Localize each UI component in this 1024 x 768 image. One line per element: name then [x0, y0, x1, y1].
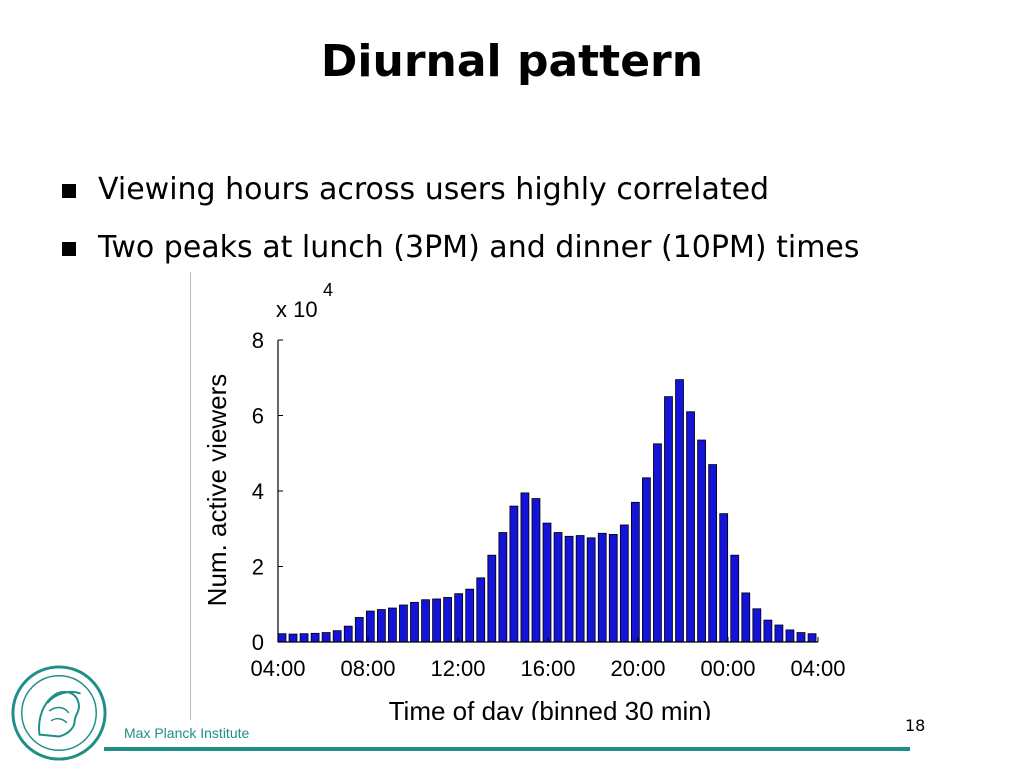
footer-institute: Max Planck Institute: [124, 725, 250, 741]
axes: 0 2 4 6 8 04:00 08:00 12:00 16:00 20:00 00:00 04:00: [250, 328, 845, 681]
image-border: [190, 272, 191, 720]
bar: [586, 537, 596, 643]
bar: [332, 630, 342, 643]
footer-rule: [104, 747, 910, 751]
bar: [575, 535, 585, 643]
bar: [388, 607, 397, 643]
bar: [730, 554, 740, 643]
x-tick-label: 20:00: [610, 656, 665, 681]
bar: [410, 601, 419, 643]
bar: [531, 498, 541, 643]
x-tick-label: 08:00: [340, 656, 395, 681]
bullet-list: Viewing hours across users highly correl…: [62, 172, 860, 288]
bar: [785, 629, 795, 643]
bar: [310, 632, 320, 643]
square-bullet-icon: [62, 242, 76, 256]
bar: [432, 598, 441, 643]
x-tick-label: 04:00: [250, 656, 305, 681]
bar: [741, 592, 751, 643]
bullet-text: Viewing hours across users highly correl…: [98, 172, 770, 207]
bar: [608, 534, 618, 643]
chart-container: 0 2 4 6 8 04:00 08:00 12:00 16:00 20:00 00:00 04:00…: [190, 272, 862, 726]
bar: [686, 411, 695, 643]
bar: [465, 588, 475, 643]
bar: [421, 599, 430, 643]
bar: [321, 632, 331, 643]
y-exponent-label: 4: [323, 280, 333, 300]
x-tick-label: 04:00: [790, 656, 845, 681]
y-tick-label: 0: [252, 630, 264, 655]
x-tick-label: 00:00: [700, 656, 755, 681]
bullet-text: Two peaks at lunch (3PM) and dinner (10P…: [98, 230, 860, 265]
bar: [487, 554, 497, 643]
bar: [774, 624, 784, 643]
bar: [697, 439, 706, 643]
bar: [509, 505, 519, 643]
x-tick-label: 16:00: [520, 656, 575, 681]
bar: [399, 604, 408, 643]
bar: [807, 633, 817, 643]
bar: [719, 513, 729, 643]
y-tick-label: 8: [252, 328, 264, 353]
y-tick-label: 4: [252, 479, 264, 504]
bar: [675, 379, 684, 643]
bar: [354, 617, 364, 643]
bar: [653, 443, 662, 643]
bar: [630, 501, 640, 643]
y-multiplier-label: x 10: [276, 297, 318, 322]
bullet-item: Viewing hours across users highly correl…: [62, 172, 860, 230]
bar: [664, 396, 673, 643]
x-axis-label: Time of day (binned 30 min): [389, 696, 712, 720]
y-tick-label: 2: [252, 555, 264, 580]
bar: [343, 625, 353, 643]
page-number: 18: [905, 716, 926, 735]
bar: [498, 532, 508, 643]
bar-group: [277, 379, 817, 643]
bar: [619, 524, 629, 643]
bullet-item: Two peaks at lunch (3PM) and dinner (10P…: [62, 230, 860, 288]
bar: [288, 633, 298, 643]
bar: [454, 593, 464, 643]
bar: [564, 535, 574, 643]
bar: [796, 632, 806, 643]
bar: [520, 492, 530, 643]
bar: [708, 464, 718, 643]
bar: [277, 633, 287, 643]
x-tick-label: 12:00: [430, 656, 485, 681]
minerva-seal-icon: [11, 665, 107, 761]
bar: [542, 522, 552, 643]
y-axis-label: Num. active viewers: [202, 374, 232, 607]
bar: [376, 609, 386, 643]
bar-chart: 0 2 4 6 8 04:00 08:00 12:00 16:00 20:00 00:00 04:00…: [202, 280, 846, 726]
bar: [752, 608, 762, 643]
bar: [553, 532, 563, 643]
bar: [642, 477, 651, 643]
y-tick-label: 6: [252, 404, 264, 429]
bar: [299, 633, 309, 643]
bar: [443, 597, 452, 643]
bar: [476, 577, 486, 643]
slide-title: Diurnal pattern: [320, 36, 704, 87]
bar: [763, 619, 773, 643]
bar: [597, 532, 607, 643]
square-bullet-icon: [62, 184, 76, 198]
